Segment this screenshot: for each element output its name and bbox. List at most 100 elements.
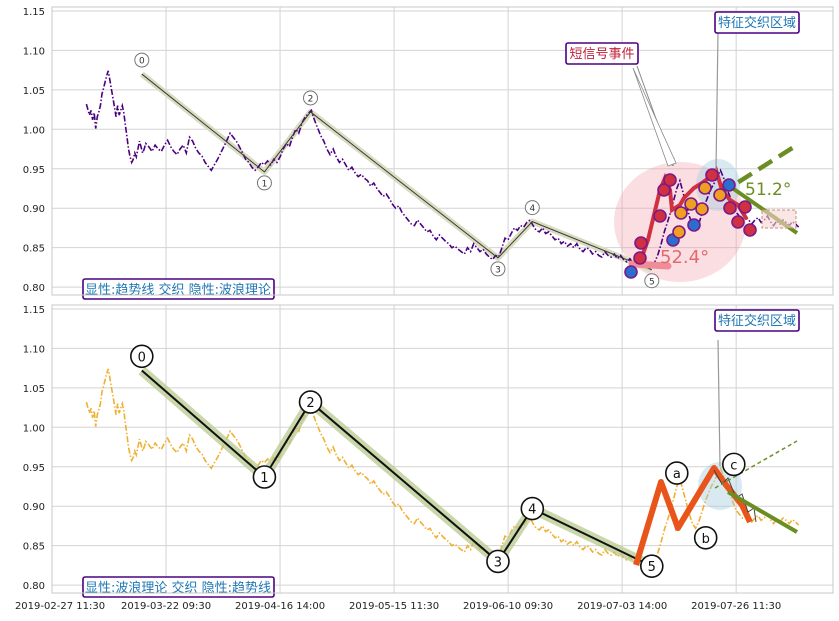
wave-label-text: 5: [649, 277, 655, 287]
wave-label-text: b: [702, 532, 710, 547]
wave-label-circle: [722, 452, 746, 477]
event-marker: [684, 197, 698, 211]
y-tick-label: 0.80: [23, 283, 45, 294]
y-tick-label: 1.10: [23, 46, 45, 57]
event-marker: [657, 183, 671, 197]
x-tick-label: 2019-03-22 09:30: [121, 601, 211, 612]
callout-short-signal: 短信号事件: [565, 42, 639, 65]
event-marker: [663, 173, 677, 187]
wave-label-circle: [252, 465, 277, 489]
event-marker: [633, 251, 647, 265]
trendline: [141, 73, 652, 271]
wave-label-text: 2: [308, 94, 314, 104]
event-marker: [731, 215, 745, 229]
wave-label-text: a: [673, 467, 681, 482]
wave-label-3: 3: [490, 261, 506, 277]
wave-label-a: a: [664, 461, 689, 485]
callout-text: 短信号事件: [569, 47, 634, 62]
x-tick-label: 2019-06-10 09:30: [463, 601, 553, 612]
callout-box: [565, 42, 639, 65]
x-tick-label: 2019-05-15 11:30: [349, 601, 439, 612]
event-markers: [624, 168, 757, 279]
event-marker: [713, 188, 727, 202]
y-tick-label: 1.15: [23, 7, 45, 18]
wave-label-4: 4: [524, 200, 540, 216]
legend-box: [82, 278, 275, 300]
bottom-x-axis: 2019-02-27 11:30 2019-03-22 09:30 2019-04-…: [15, 601, 781, 612]
wave-label-text: 1: [262, 179, 268, 189]
wave-label-circle: [256, 175, 272, 191]
y-tick-label: 0.80: [23, 581, 45, 592]
callout-pointer-line: [717, 339, 721, 467]
event-marker: [705, 168, 719, 182]
wave-label-circle: [303, 90, 319, 106]
callout-text: 特征交织区域: [718, 15, 796, 31]
legend-text: 显性:趋势线 交织 隐性:波浪理论: [85, 282, 271, 298]
wave-label-circle: [134, 52, 150, 68]
y-tick-label: 1.15: [23, 305, 45, 316]
wave-label-circle: [490, 261, 506, 277]
callout-interlace-bottom: 特征交织区域: [714, 309, 800, 332]
bottom-y-axis: 0.80 0.85 0.90 0.95 1.00 1.05 1.10 1.15: [23, 305, 45, 592]
small-dashed-box: [761, 209, 797, 229]
wave-label-text: c: [730, 458, 737, 473]
wave-label-text: 1: [260, 471, 268, 486]
callout-text: 特征交织区域: [718, 313, 796, 329]
wave-label-1: 1: [252, 465, 277, 489]
wave-label-circle: [520, 496, 545, 521]
top-panel-frame: [51, 6, 834, 296]
wave-label-0: 0: [134, 52, 150, 68]
y-tick-label: 0.85: [23, 244, 45, 255]
wave-label-text: 3: [495, 265, 501, 275]
y-tick-label: 1.00: [23, 423, 45, 434]
top-panel: 0.80 0.85 0.90 0.95 1.00 1.05 1.10 1.15 52.4° 5…: [23, 6, 834, 300]
signal-region-ellipse: [614, 162, 746, 282]
wave-label-circle: [486, 549, 510, 574]
wave-label-4: 4: [520, 496, 545, 521]
wave-label-2: 2: [298, 390, 323, 414]
y-tick-label: 0.90: [23, 502, 45, 513]
wave-label-text: 0: [138, 350, 146, 365]
angle-label-green: 51.2°: [745, 180, 791, 200]
wave-label-c: c: [722, 452, 746, 477]
x-tick-label: 2019-07-03 14:00: [577, 601, 667, 612]
wave-line: [141, 369, 653, 568]
wave-label-circle: [664, 461, 689, 485]
price-series-line: [85, 70, 800, 269]
y-tick-label: 1.05: [23, 384, 45, 395]
wave-label-5: 5: [644, 273, 660, 289]
abc-correction-wave: [633, 465, 753, 566]
wave-label-1: 1: [256, 175, 272, 191]
wave-label-circle: [640, 554, 664, 578]
green-solid-trendline: [726, 490, 799, 534]
y-tick-label: 0.95: [23, 463, 45, 474]
wave-label-circle: [130, 344, 154, 369]
x-tick-label: 2019-02-27 11:30: [15, 601, 105, 612]
wave-label-text: 2: [306, 396, 314, 411]
bottom-wave-labels: 0 1 2 3 4 5 a b c: [130, 344, 746, 578]
short-signal-arrow-shaft: [632, 67, 677, 167]
event-marker: [687, 218, 701, 232]
y-tick-label: 1.05: [23, 86, 45, 97]
wave-label-text: 4: [529, 204, 535, 214]
angle-label-red: 52.4°: [660, 247, 709, 268]
event-marker: [674, 206, 688, 220]
wave-label-2: 2: [303, 90, 319, 106]
top-y-axis: 0.80 0.85 0.90 0.95 1.00 1.05 1.10 1.15: [23, 7, 45, 294]
callout-box: [714, 11, 800, 34]
green-dashed-trendline: [714, 440, 798, 489]
callout-interlace-top: 特征交织区域: [714, 11, 800, 34]
wave-label-b: b: [693, 525, 718, 550]
callout-pointer-line: [715, 31, 719, 171]
x-tick-label: 2019-07-26 11:30: [691, 601, 781, 612]
wave-label-text: 3: [494, 555, 502, 570]
y-tick-label: 0.85: [23, 542, 45, 553]
legend-top: 显性:趋势线 交织 隐性:波浪理论: [82, 278, 275, 300]
wave-label-0: 0: [130, 344, 154, 369]
y-tick-label: 0.90: [23, 204, 45, 215]
legend-text: 显性:波浪理论 交织 隐性:趋势线: [85, 580, 271, 596]
event-marker: [695, 202, 709, 216]
event-marker: [634, 236, 648, 250]
bottom-panel-frame: [51, 304, 834, 594]
